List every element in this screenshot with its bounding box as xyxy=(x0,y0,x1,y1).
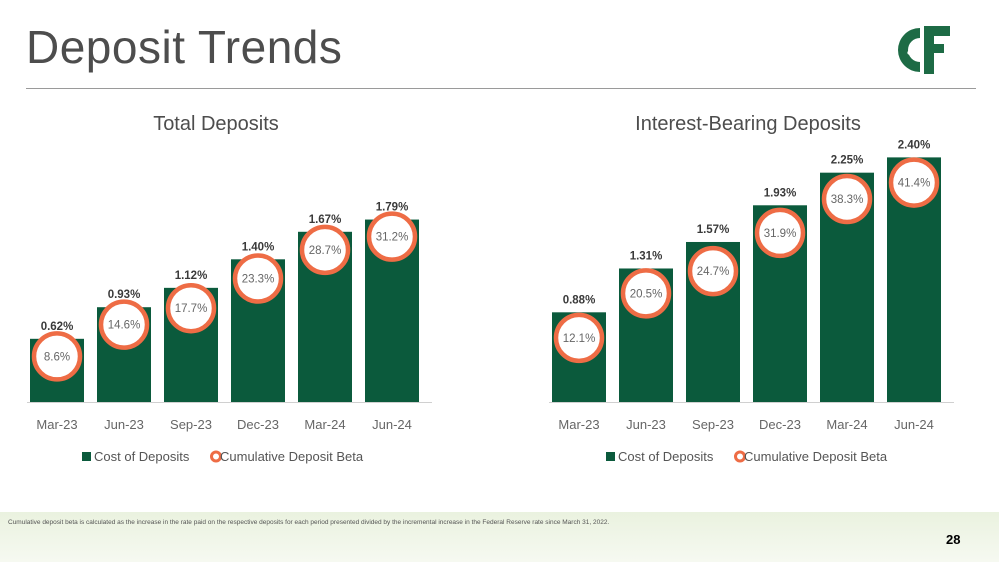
total-bar-label-jun-24: 1.79% xyxy=(376,202,409,214)
page-number: 28 xyxy=(946,532,961,547)
ib-bar-label-dec-23: 1.93% xyxy=(764,187,797,199)
ib-beta-marker-mar-24 xyxy=(821,173,873,225)
total-tick-jun-24: Jun-24 xyxy=(372,417,412,432)
ib-beta-label-mar-23: 12.1% xyxy=(563,333,596,345)
ib-beta-label-jun-24: 41.4% xyxy=(898,178,931,190)
total-beta-marker-jun-24 xyxy=(366,211,418,262)
total-beta-label-mar-23: 8.6% xyxy=(44,351,70,363)
ib-legend-cost-label: Cost of Deposits xyxy=(618,449,714,464)
total-legend-swatch-cost xyxy=(82,452,91,461)
ib-beta-marker-dec-23 xyxy=(754,207,806,259)
ib-tick-jun-23: Jun-23 xyxy=(626,417,666,432)
ib-bar-label-mar-24: 2.25% xyxy=(831,155,864,167)
interest-bearing-deposits-chart-svg: Interest-Bearing Deposits 0.88% 12.1% Mar-2… xyxy=(549,113,954,464)
ib-bar-label-sep-23: 1.57% xyxy=(697,224,730,236)
total-beta-label-jun-24: 31.2% xyxy=(376,232,409,244)
ib-legend: Cost of Deposits Cumulative Deposit Beta xyxy=(606,449,888,464)
svg-text:&: & xyxy=(907,43,918,58)
total-bar-label-jun-23: 0.93% xyxy=(108,289,141,301)
total-beta-marker-mar-24 xyxy=(299,224,351,276)
total-beta-marker-jun-23 xyxy=(98,299,150,350)
ib-beta-marker-jun-23 xyxy=(620,268,672,319)
total-beta-marker-mar-23 xyxy=(31,331,83,382)
total-tick-dec-23: Dec-23 xyxy=(237,417,279,432)
footer-band xyxy=(0,512,999,562)
company-logo: & xyxy=(898,26,950,74)
total-beta-label-jun-23: 14.6% xyxy=(108,320,141,332)
total-tick-sep-23: Sep-23 xyxy=(170,417,212,432)
total-tick-mar-23: Mar-23 xyxy=(36,417,77,432)
interest-bearing-deposits-chart: Interest-Bearing Deposits 0.88% 12.1% Mar-2… xyxy=(520,100,980,485)
ib-tick-mar-24: Mar-24 xyxy=(826,417,867,432)
ib-legend-swatch-beta xyxy=(734,450,746,463)
ib-beta-marker-sep-23 xyxy=(687,245,739,297)
title-divider xyxy=(26,88,976,89)
ib-beta-label-sep-23: 24.7% xyxy=(697,266,730,278)
total-bar-label-mar-24: 1.67% xyxy=(309,214,342,226)
total-beta-marker-sep-23 xyxy=(165,282,217,334)
ib-beta-label-mar-24: 38.3% xyxy=(831,194,864,206)
ib-legend-beta-label: Cumulative Deposit Beta xyxy=(744,449,888,464)
ib-legend-swatch-cost xyxy=(606,452,615,461)
ib-beta-label-jun-23: 20.5% xyxy=(630,288,663,300)
ib-bar-label-mar-23: 0.88% xyxy=(563,294,596,306)
total-beta-label-dec-23: 23.3% xyxy=(242,274,275,286)
ib-bar-label-jun-23: 1.31% xyxy=(630,250,663,262)
total-deposits-chart: Total Deposits 0.62% 8.6% Mar-23 0.93% 14.6% J… xyxy=(0,100,460,485)
ib-tick-jun-24: Jun-24 xyxy=(894,417,934,432)
total-legend-cost-label: Cost of Deposits xyxy=(94,449,190,464)
ib-tick-mar-23: Mar-23 xyxy=(558,417,599,432)
total-chart-title: Total Deposits xyxy=(153,113,279,135)
ib-tick-sep-23: Sep-23 xyxy=(692,417,734,432)
total-beta-marker-dec-23 xyxy=(232,253,284,304)
total-tick-mar-24: Mar-24 xyxy=(304,417,345,432)
ib-beta-marker-jun-24 xyxy=(888,157,940,208)
logo-mark: & xyxy=(898,26,950,74)
total-deposits-chart-svg: Total Deposits 0.62% 8.6% Mar-23 0.93% 14.6% J… xyxy=(27,113,432,464)
page-title: Deposit Trends xyxy=(26,21,343,73)
total-bar-label-mar-23: 0.62% xyxy=(41,321,74,333)
ib-bar-label-jun-24: 2.40% xyxy=(898,139,931,151)
ib-beta-marker-mar-23 xyxy=(553,312,605,364)
total-bar-label-sep-23: 1.12% xyxy=(175,270,208,282)
total-legend-beta-label: Cumulative Deposit Beta xyxy=(220,449,364,464)
total-tick-jun-23: Jun-23 xyxy=(104,417,144,432)
footnote: Cumulative deposit beta is calculated as… xyxy=(8,519,610,526)
ib-chart-title: Interest-Bearing Deposits xyxy=(635,113,861,135)
total-legend: Cost of Deposits Cumulative Deposit Beta xyxy=(82,449,364,464)
total-bar-label-dec-23: 1.40% xyxy=(242,241,275,253)
total-beta-label-sep-23: 17.7% xyxy=(175,303,208,315)
total-legend-swatch-beta xyxy=(210,450,222,463)
total-beta-label-mar-24: 28.7% xyxy=(309,245,342,257)
ib-beta-label-dec-23: 31.9% xyxy=(764,228,797,240)
ib-tick-dec-23: Dec-23 xyxy=(759,417,801,432)
